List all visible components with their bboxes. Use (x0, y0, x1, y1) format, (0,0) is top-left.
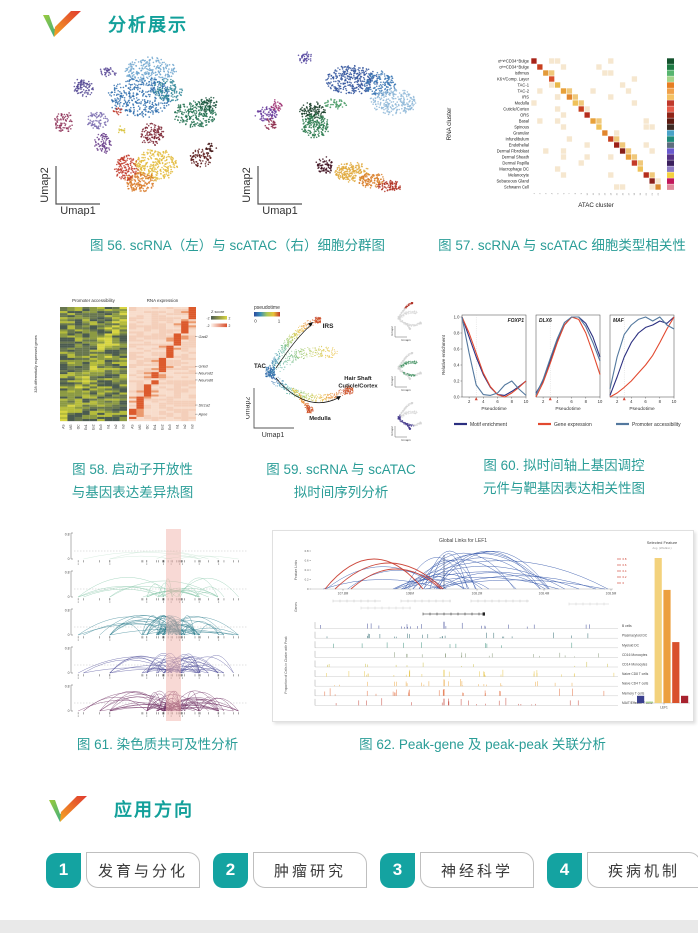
svg-text:3: 3 (546, 192, 548, 194)
svg-text:Spinous: Spinous (514, 125, 529, 130)
svg-text:Umap2: Umap2 (39, 167, 51, 202)
svg-text:Melanocyte: Melanocyte (508, 173, 530, 178)
application-label: 发育与分化 (86, 852, 200, 888)
svg-text:Umap1: Umap1 (60, 205, 95, 216)
svg-text:ORS: ORS (520, 113, 529, 118)
svg-text:10: 10 (587, 192, 589, 195)
svg-text:Isthmus: Isthmus (515, 71, 529, 76)
svg-text:RNA expression: RNA expression (147, 298, 179, 303)
svg-text:K6+/Comp. Layer: K6+/Comp. Layer (497, 77, 530, 82)
caption-fig61: 图 61. 染色质共可及性分析 (76, 737, 239, 752)
svg-text:Infundibulum: Infundibulum (506, 137, 530, 142)
svg-text:14: 14 (611, 192, 613, 195)
svg-text:Umap1: Umap1 (262, 205, 297, 216)
application-item: 2 肿瘤研究 (213, 852, 367, 888)
svg-text:18: 18 (634, 192, 636, 195)
caption-fig57: 图 57. scRNA 与 scATAC 细胞类型相关性 (438, 238, 686, 253)
svg-text:Medulla: Medulla (515, 101, 530, 106)
svg-text:20: 20 (646, 192, 648, 195)
svg-text:Sebaceous Gland: Sebaceous Gland (496, 179, 529, 184)
figure-56-right-umap: Umap1 Umap2 (240, 46, 432, 216)
section-header-applications: 应用方向 (46, 793, 194, 825)
svg-text:ATAC cluster: ATAC cluster (578, 202, 614, 209)
figure-62-peak-gene-links: Global Links for LEF1 0 0.2 0.4 0.6 0.8 Featur… (272, 530, 694, 722)
svg-text:Dermal Papilla: Dermal Papilla (502, 161, 529, 166)
application-items: 1 发育与分化 2 肿瘤研究 3 神经科学 4 疾病机制 (46, 852, 698, 888)
section-header-analysis: 分析展示 (40, 8, 188, 40)
svg-text:4: 4 (551, 192, 553, 194)
application-number-badge: 1 (46, 852, 81, 888)
svg-text:15: 15 (616, 192, 618, 195)
svg-text:17: 17 (628, 192, 630, 195)
svg-text:Dermal Fibroblast: Dermal Fibroblast (497, 149, 530, 154)
svg-text:TAC-2: TAC-2 (517, 89, 529, 94)
svg-text:21: 21 (652, 192, 654, 195)
svg-text:12: 12 (599, 192, 601, 195)
svg-text:αʰⁱᵍʰCD34⁺Bulge: αʰⁱᵍʰCD34⁺Bulge (498, 59, 530, 64)
svg-text:328 differentially expressed g: 328 differentially expressed genes (34, 335, 38, 393)
figure-56-left-umap: Umap1 Umap2 (38, 46, 234, 216)
application-item: 4 疾病机制 (547, 852, 698, 888)
svg-text:TAC-1: TAC-1 (517, 83, 529, 88)
svg-text:7: 7 (569, 192, 571, 194)
caption-fig62: 图 62. Peak-gene 及 peak-peak 关联分析 (359, 737, 606, 752)
svg-text:11: 11 (593, 192, 595, 195)
svg-text:Schwann Cell: Schwann Cell (504, 185, 529, 190)
caption-fig56: 图 56. scRNA（左）与 scATAC（右）细胞分群图 (89, 238, 386, 253)
svg-text:22: 22 (658, 192, 660, 195)
brand-logo-icon (43, 11, 81, 37)
analysis-section-title: 分析展示 (108, 15, 188, 35)
application-number-badge: 3 (380, 852, 415, 888)
caption-fig59: 图 59. scRNA 与 scATAC 拟时间序列分析 (266, 462, 416, 500)
caption-fig58: 图 58. 启动子开放性 与基因表达差异热图 (71, 462, 194, 500)
figure-61-coaccessibility: 0.8 0 0.8 0 0.8 0 0.8 0 0.8 0 (58, 527, 253, 723)
application-item: 3 神经科学 (380, 852, 534, 888)
svg-text:13: 13 (605, 192, 607, 195)
page-footer-strip (0, 920, 698, 933)
svg-text:αˡᵒʷCD34⁺Bulge: αˡᵒʷCD34⁺Bulge (499, 65, 529, 70)
svg-text:RNA cluster: RNA cluster (446, 108, 453, 141)
svg-text:1: 1 (534, 192, 536, 194)
caption-fig60: 图 60. 拟时间轴上基因调控 元件与靶基因表达相关性图 (483, 458, 645, 496)
application-number-badge: 2 (213, 852, 248, 888)
application-number-badge: 4 (547, 852, 582, 888)
svg-text:Promoter accessibility: Promoter accessibility (72, 298, 116, 303)
svg-text:Basal: Basal (519, 119, 529, 124)
svg-text:9: 9 (581, 192, 583, 194)
svg-text:IRS: IRS (522, 95, 529, 100)
brand-logo-icon (49, 796, 87, 822)
svg-text:16: 16 (622, 192, 624, 195)
svg-text:Granular: Granular (513, 131, 530, 136)
application-label: 神经科学 (420, 852, 534, 888)
svg-text:6: 6 (563, 192, 565, 194)
svg-text:2: 2 (540, 192, 542, 194)
figure-59-trajectory: TAC IRS Hair Shaft Cuticle/Cortex Medulla pse… (246, 292, 436, 444)
svg-text:5: 5 (557, 192, 559, 194)
svg-text:19: 19 (640, 192, 642, 195)
application-label: 肿瘤研究 (253, 852, 367, 888)
svg-text:Cuticle/Cortex: Cuticle/Cortex (503, 107, 529, 112)
svg-text:Macrophage DC: Macrophage DC (499, 167, 529, 172)
svg-text:Dermal Sheath: Dermal Sheath (502, 155, 530, 160)
svg-text:Umap2: Umap2 (241, 167, 253, 202)
figure-60-line-plots: Relative enrichment FOXP1 2 4 6 8 10 Pseudotime… (438, 303, 690, 433)
figure-58-dual-heatmap: Promoter accessibility RNA expression 328 … (30, 293, 235, 443)
figure-57-correlation-heatmap: αʰⁱᵍʰCD34⁺Bulge 1 αˡᵒʷCD34⁺Bulge 2 Isthmus 3 K… (443, 50, 693, 215)
applications-section-title: 应用方向 (114, 800, 194, 820)
application-item: 1 发育与分化 (46, 852, 200, 888)
svg-text:8: 8 (575, 192, 577, 194)
application-label: 疾病机制 (587, 852, 698, 888)
svg-text:Endothelial: Endothelial (509, 143, 529, 148)
